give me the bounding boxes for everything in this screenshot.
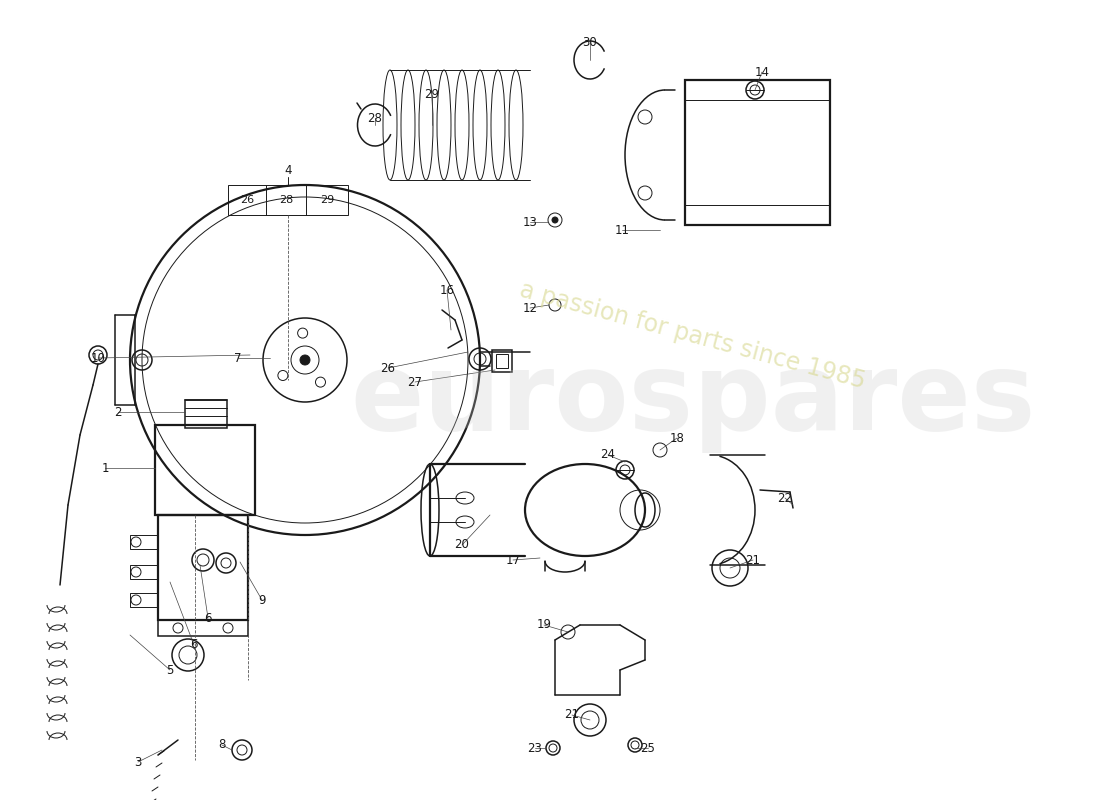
Text: 9: 9 [258,594,266,606]
Text: 21: 21 [746,554,760,566]
Text: 20: 20 [454,538,470,551]
Text: 28: 28 [279,195,293,205]
Bar [685,80,830,225]
Bar [496,354,508,368]
Text: 6: 6 [205,611,211,625]
Text: 11: 11 [615,223,629,237]
Text: 24: 24 [601,449,616,462]
Bar [155,425,255,515]
Text: 4: 4 [284,163,292,177]
Text: 30: 30 [583,35,597,49]
Text: 26: 26 [381,362,396,374]
Text: 3: 3 [134,755,142,769]
Text: 14: 14 [755,66,770,78]
Bar [130,535,158,549]
Text: 23: 23 [528,742,542,754]
Text: 10: 10 [90,351,106,365]
Bar [228,185,348,215]
Circle shape [552,217,558,223]
Text: 2: 2 [114,406,122,418]
Text: 12: 12 [522,302,538,314]
Bar [158,515,248,620]
Text: 13: 13 [522,215,538,229]
Text: 5: 5 [166,663,174,677]
Text: 17: 17 [506,554,520,566]
Text: 1: 1 [101,462,109,474]
Text: eurospares: eurospares [350,347,1036,453]
Text: 6: 6 [190,638,198,651]
Text: 25: 25 [640,742,656,754]
Text: 19: 19 [537,618,551,631]
Bar [130,593,158,607]
Bar [158,620,248,636]
Bar [185,400,227,428]
Text: 26: 26 [240,195,254,205]
Bar [130,565,158,579]
Text: 8: 8 [218,738,226,751]
Text: 7: 7 [234,351,242,365]
Text: 16: 16 [440,283,454,297]
Text: 18: 18 [670,431,684,445]
Text: 22: 22 [778,491,792,505]
Text: 21: 21 [564,709,580,722]
Text: 27: 27 [407,375,422,389]
Text: 29: 29 [425,89,440,102]
Text: a passion for parts since 1985: a passion for parts since 1985 [517,278,869,394]
Bar [492,350,512,372]
Text: 29: 29 [320,195,334,205]
Text: 28: 28 [367,111,383,125]
Circle shape [300,355,310,365]
